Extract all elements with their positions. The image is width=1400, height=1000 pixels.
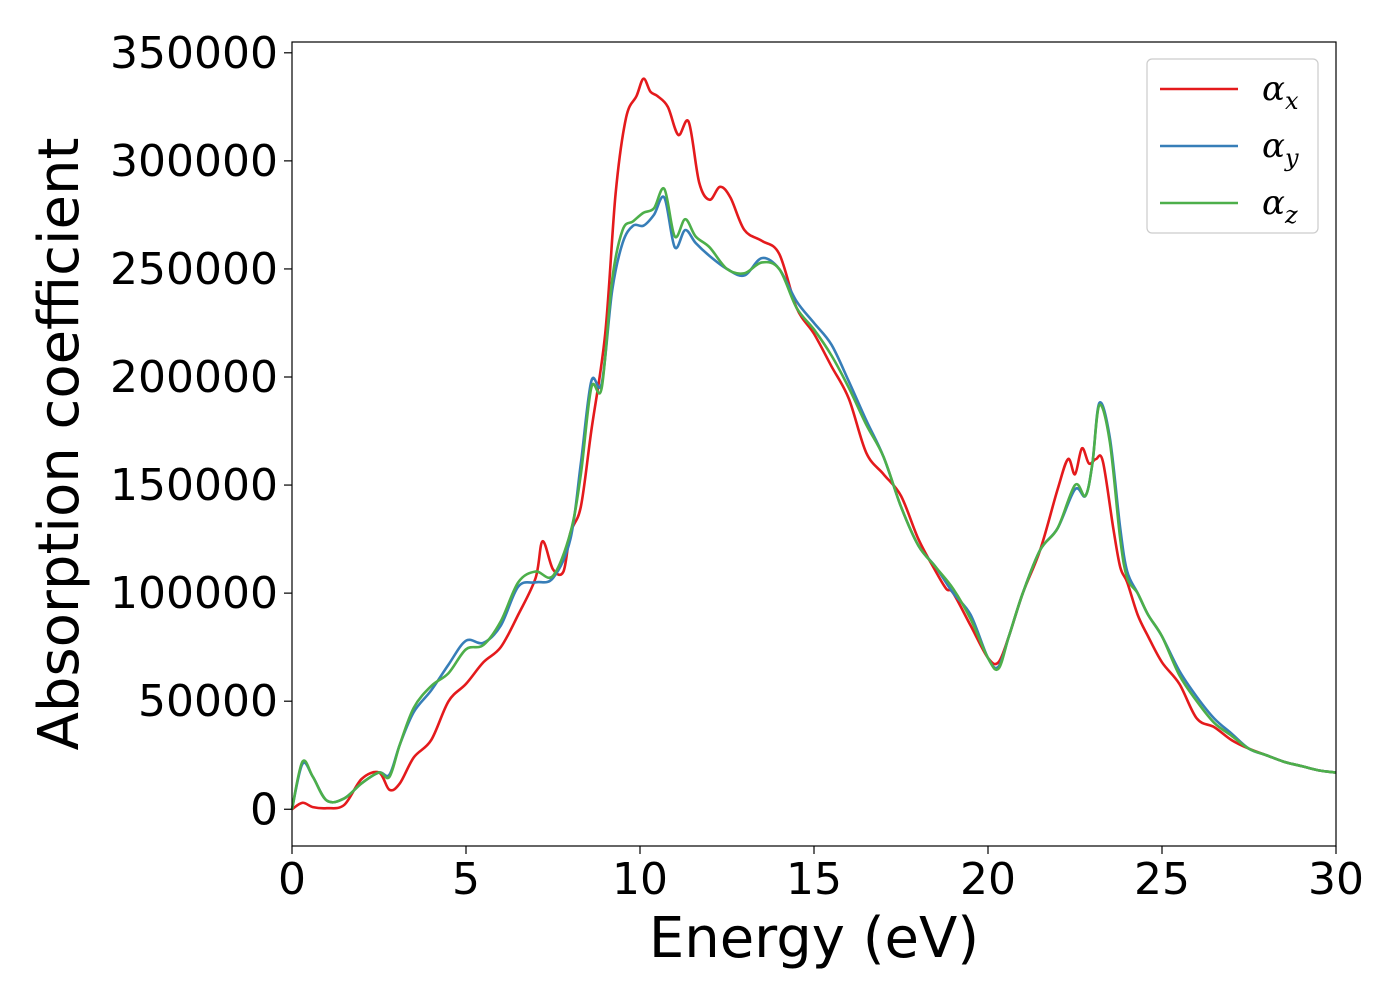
series-line-x: [291, 77, 1337, 811]
legend: αx αy αz: [1146, 58, 1319, 234]
legend-label-z: αz: [1262, 183, 1298, 229]
x-tick-label: 20: [960, 854, 1016, 905]
y-tick-label: 300000: [110, 136, 278, 187]
x-axis-label: Energy (eV): [649, 906, 979, 971]
x-tick-label: 0: [278, 854, 306, 905]
y-tick-label: 100000: [110, 568, 278, 619]
y-tick-label: 50000: [138, 676, 278, 727]
y-tick-label: 0: [250, 784, 278, 835]
x-tick-label: 10: [612, 854, 668, 905]
series-layer: [290, 77, 1337, 811]
x-tick-label: 25: [1134, 854, 1190, 905]
series-line-y: [290, 195, 1337, 810]
y-axis-label: Absorption coefficient: [27, 138, 92, 751]
y-tick-label: 200000: [110, 352, 278, 403]
x-tick-label: 5: [452, 854, 480, 905]
x-tick-label: 15: [786, 854, 842, 905]
y-tick-label: 350000: [110, 28, 278, 79]
x-tick-label: 30: [1308, 854, 1364, 905]
y-tick-label: 250000: [110, 244, 278, 295]
y-axis: 0 50000 100000 150000 200000 250000 300000 3500…: [110, 28, 292, 835]
x-axis: 0 5 10 15 20 25 30: [278, 846, 1364, 905]
legend-label-y: αy: [1262, 126, 1299, 172]
series-line-z: [290, 186, 1337, 810]
y-tick-label: 150000: [110, 460, 278, 511]
legend-label-x: αx: [1262, 69, 1299, 115]
